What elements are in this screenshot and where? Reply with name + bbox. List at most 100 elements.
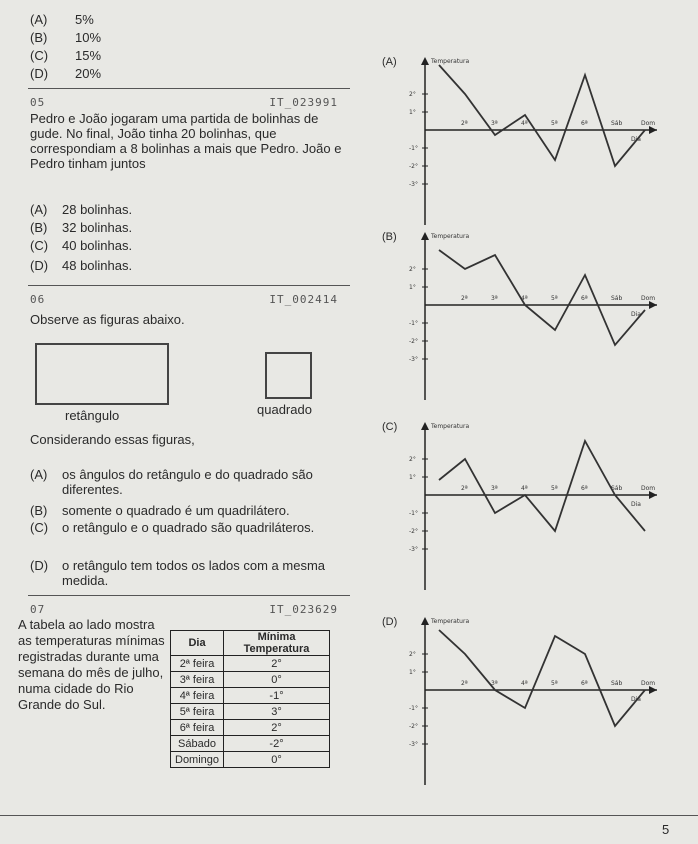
figure-label: quadrado	[257, 402, 312, 417]
y-label: -2°	[409, 723, 418, 730]
table-cell: Domingo	[169, 751, 225, 768]
x-label: 3ª	[491, 485, 498, 492]
graph-line	[438, 438, 646, 533]
table-cell: 3°	[223, 703, 330, 720]
y-label: -3°	[409, 741, 418, 748]
question-text: A tabela ao lado mostra as temperaturas …	[18, 617, 165, 712]
separator	[28, 595, 350, 596]
option-text: 28 bolinhas.	[62, 202, 133, 217]
figure-label: retângulo	[65, 408, 120, 423]
x-label: 2ª	[461, 485, 468, 492]
question-number: 07	[30, 603, 46, 616]
question-number: 05	[30, 96, 46, 109]
table-cell: 2ª feira	[169, 655, 225, 672]
y-label: 2°	[409, 91, 416, 98]
x-label: 2ª	[461, 680, 468, 687]
x-label: Sáb	[611, 680, 622, 687]
option-text: 5%	[75, 12, 94, 27]
x-label: Dom	[641, 485, 655, 492]
table-cell: 6ª feira	[169, 719, 225, 736]
x-label: 5ª	[551, 120, 558, 127]
y-label: -1°	[409, 705, 418, 712]
graph-line	[438, 64, 646, 168]
option-text: 48 bolinhas.	[62, 258, 133, 273]
y-label: 2°	[409, 266, 416, 273]
x-label: Sáb	[611, 295, 622, 302]
x-label: 6ª	[581, 680, 588, 687]
option-letter: (B)	[30, 220, 48, 235]
y-label: 1°	[409, 669, 416, 676]
graph-line	[438, 629, 646, 728]
y-label: -1°	[409, 510, 418, 517]
y-label: -1°	[409, 145, 418, 152]
x-label: 4ª	[521, 120, 528, 127]
option-text: somente o quadrado é um quadrilátero.	[62, 503, 290, 518]
option-text: 10%	[75, 30, 102, 45]
table-cell: Sábado	[169, 735, 225, 752]
question-prompt: Considerando essas figuras,	[30, 432, 195, 447]
option-letter: (A)	[30, 467, 48, 482]
x-label: 6ª	[581, 120, 588, 127]
question-text: Observe as figuras abaixo.	[30, 312, 185, 327]
x-label: 4ª	[521, 485, 528, 492]
table-cell: -1°	[223, 687, 330, 704]
x-axis-title: Dia	[631, 501, 641, 508]
x-label: 6ª	[581, 295, 588, 302]
option-letter: (A)	[30, 202, 48, 217]
x-label: 3ª	[491, 295, 498, 302]
x-label: 2ª	[461, 295, 468, 302]
x-label: Dom	[641, 120, 655, 127]
graph-label: (D)	[382, 616, 398, 628]
rectangle-figure	[35, 343, 169, 405]
table-cell: -2°	[223, 735, 330, 752]
separator	[28, 88, 350, 89]
square-figure	[265, 352, 312, 399]
option-letter: (B)	[30, 503, 48, 518]
separator	[28, 285, 350, 286]
y-label: 1°	[409, 474, 416, 481]
y-label: 1°	[409, 109, 416, 116]
question-code: IT_002414	[269, 293, 338, 306]
option-text: os ângulos do retângulo e do quadrado sã…	[62, 467, 313, 497]
x-label: 6ª	[581, 485, 588, 492]
y-label: -1°	[409, 320, 418, 327]
option-text: 20%	[75, 66, 102, 81]
axis-title: Temperatura	[430, 423, 469, 430]
axis-title: Temperatura	[430, 618, 469, 625]
graph-label: (B)	[382, 231, 397, 243]
table-cell: 2°	[223, 719, 330, 736]
option-letter: (C)	[30, 238, 49, 253]
table-cell: 0°	[223, 671, 330, 688]
option-letter: (D)	[30, 258, 49, 273]
y-label: -3°	[409, 356, 418, 363]
table-cell: 0°	[223, 751, 330, 768]
axis-title: Temperatura	[430, 58, 469, 65]
table-cell: 5ª feira	[169, 703, 225, 720]
table-header: Dia	[169, 630, 225, 656]
y-label: 1°	[409, 284, 416, 291]
x-label: 5ª	[551, 295, 558, 302]
temperature-table: Dia Mínima Temperatura 2ª feira 2° 3ª feira 0…	[169, 630, 330, 768]
y-label: -2°	[409, 338, 418, 345]
option-text: o retângulo tem todos os lados com a mes…	[62, 558, 326, 588]
graph-line	[438, 249, 646, 347]
x-label: Sáb	[611, 120, 622, 127]
y-label: -3°	[409, 546, 418, 553]
y-label: -2°	[409, 528, 418, 535]
table-cell: 4ª feira	[169, 687, 225, 704]
option-letter: (B)	[30, 30, 48, 45]
x-label: Sáb	[611, 485, 622, 492]
option-text: 32 bolinhas.	[62, 220, 133, 235]
y-label: -3°	[409, 181, 418, 188]
question-text: Pedro e João jogaram uma partida de boli…	[30, 111, 342, 171]
table-cell: 2°	[223, 655, 330, 672]
x-label: 2ª	[461, 120, 468, 127]
option-letter: (A)	[30, 12, 48, 27]
x-label: Dom	[641, 295, 655, 302]
question-code: IT_023991	[269, 96, 338, 109]
option-text: 15%	[75, 48, 102, 63]
